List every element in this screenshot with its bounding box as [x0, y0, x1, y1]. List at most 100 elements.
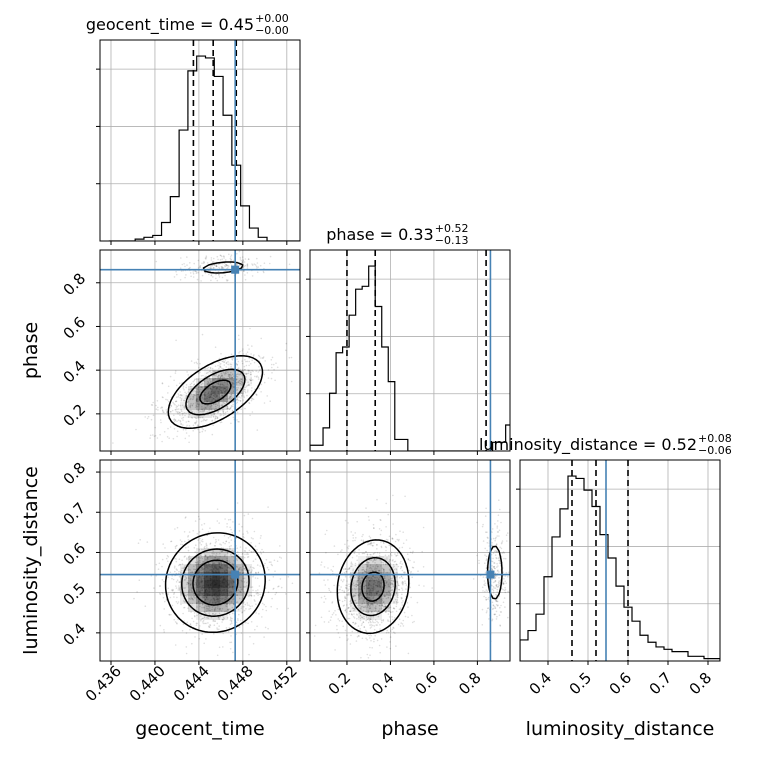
sample-point — [374, 552, 376, 554]
sample-point — [167, 556, 170, 558]
sample-point — [495, 549, 497, 552]
sample-point — [498, 580, 500, 582]
sample-point — [369, 604, 372, 606]
sample-point — [365, 551, 367, 553]
sample-point — [240, 397, 242, 399]
sample-point — [372, 523, 375, 526]
sample-point — [378, 569, 381, 572]
sample-point — [331, 570, 334, 572]
sample-point — [372, 553, 375, 555]
sample-point — [402, 619, 405, 622]
sample-point — [214, 557, 216, 559]
sample-point — [189, 583, 192, 586]
sample-point — [201, 416, 204, 419]
sample-point — [372, 561, 374, 563]
density-cell — [180, 402, 188, 410]
sample-point — [199, 362, 201, 365]
sample-point — [173, 596, 175, 598]
sample-point — [225, 540, 227, 542]
sample-point — [195, 624, 198, 626]
sample-point — [390, 551, 393, 554]
sample-point — [242, 265, 245, 268]
sample-point — [496, 525, 499, 527]
sample-point — [228, 385, 230, 388]
sample-point — [249, 379, 252, 382]
sample-point — [484, 547, 487, 550]
sample-point — [195, 398, 198, 400]
sample-point — [206, 367, 208, 370]
sample-point — [385, 611, 387, 614]
sample-point — [334, 610, 336, 612]
sample-point — [192, 530, 194, 532]
sample-point — [213, 370, 215, 373]
sample-point — [195, 404, 197, 406]
sample-point — [244, 386, 246, 389]
sample-point — [244, 603, 247, 606]
sample-point — [240, 568, 242, 570]
sample-point — [399, 608, 402, 611]
sample-point — [225, 370, 227, 373]
sample-point — [209, 366, 212, 369]
sample-point — [362, 539, 365, 542]
joint-panel-phase-vs-luminosity_distance — [306, 459, 516, 665]
sample-point — [200, 556, 203, 558]
sample-point — [382, 570, 385, 572]
sample-point — [187, 549, 190, 552]
sample-point — [356, 520, 359, 523]
sample-point — [231, 378, 233, 381]
sample-point — [338, 619, 341, 622]
sample-point — [218, 557, 220, 560]
sample-point — [239, 368, 242, 371]
sample-point — [370, 624, 373, 626]
sample-point — [212, 374, 215, 377]
sample-point — [193, 594, 196, 597]
title-lower-error: −0.06 — [698, 444, 732, 457]
sample-point — [203, 261, 206, 264]
sample-point — [514, 586, 516, 588]
sample-point — [244, 388, 246, 391]
sample-point — [190, 402, 192, 405]
sample-point — [222, 547, 225, 550]
density-cell — [374, 564, 382, 572]
sample-point — [183, 566, 186, 568]
sample-point — [255, 393, 257, 395]
sample-point — [248, 364, 250, 367]
sample-point — [338, 636, 341, 639]
sample-point — [188, 396, 191, 398]
sample-point — [212, 416, 215, 418]
sample-point — [214, 556, 217, 559]
sample-point — [370, 544, 373, 546]
sample-point — [175, 560, 178, 563]
sample-point — [184, 578, 186, 581]
sample-point — [182, 419, 184, 421]
sample-point — [236, 375, 239, 378]
sample-point — [401, 563, 404, 565]
x-tick-label: 0.6 — [412, 669, 442, 699]
sample-point — [211, 409, 214, 412]
sample-point — [363, 626, 366, 628]
sample-point — [498, 529, 501, 532]
sample-point — [205, 375, 207, 378]
sample-point — [242, 394, 244, 396]
sample-point — [191, 642, 193, 645]
sample-point — [203, 409, 205, 411]
sample-point — [422, 566, 425, 568]
sample-point — [189, 383, 192, 386]
sample-point — [380, 541, 382, 543]
sample-point — [196, 398, 199, 401]
sample-point — [354, 539, 356, 542]
sample-point — [187, 534, 190, 537]
sample-point — [185, 428, 187, 431]
sample-point — [380, 621, 383, 624]
sample-point — [222, 597, 224, 600]
sample-point — [190, 275, 192, 278]
sample-point — [255, 603, 257, 605]
sample-point — [167, 587, 170, 590]
sample-point — [187, 420, 190, 423]
sample-point — [210, 274, 213, 276]
sample-point — [202, 603, 204, 605]
sample-point — [348, 545, 350, 547]
sample-point — [358, 549, 360, 551]
sample-point — [215, 538, 217, 541]
sample-point — [320, 596, 323, 599]
